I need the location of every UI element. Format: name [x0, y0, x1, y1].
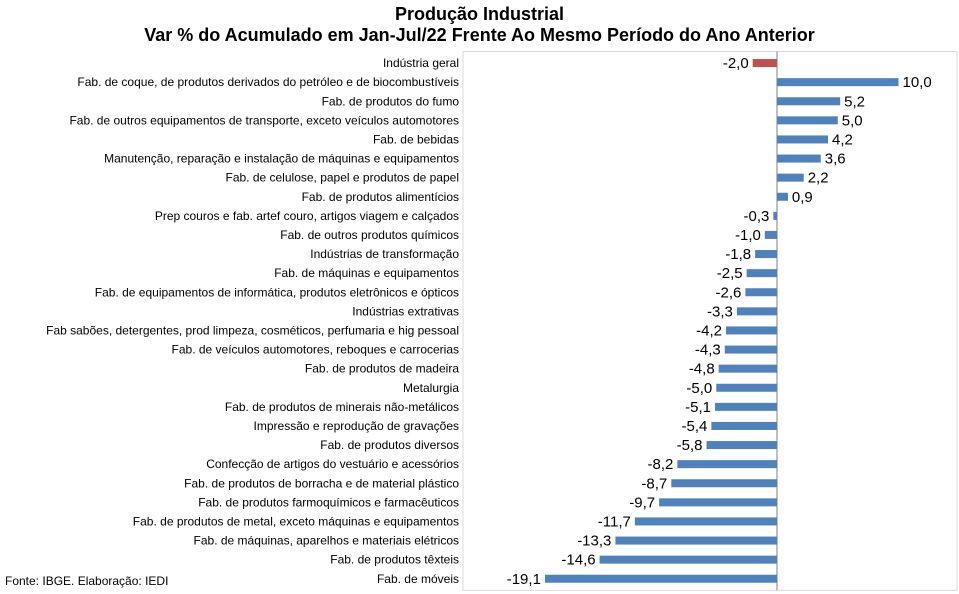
category-label: Fab sabões, detergentes, prod limpeza, c…	[46, 323, 459, 337]
category-label: Fab. de produtos alimentícios	[302, 190, 459, 204]
data-label: -3,3	[707, 303, 733, 320]
category-label: Fab. de bebidas	[373, 132, 459, 146]
data-label: 0,9	[792, 189, 813, 206]
category-label: Fab. de móveis	[377, 572, 459, 586]
category-label: Fab. de outros produtos químicos	[280, 228, 459, 242]
bar	[718, 364, 777, 373]
data-label: -19,1	[507, 571, 541, 588]
data-label: -9,7	[629, 494, 655, 511]
bar	[755, 250, 777, 259]
category-label: Fab. de produtos farmoquímicos e farmacê…	[198, 495, 459, 509]
bar	[725, 326, 777, 335]
data-label: -8,7	[641, 475, 667, 492]
data-label: -2,0	[723, 55, 749, 72]
category-label: Indústria geral	[383, 56, 459, 70]
bar	[777, 78, 899, 87]
data-label: -14,6	[561, 552, 595, 569]
chart-subtitle: Var % do Acumulado em Jan-Jul/22 Frente …	[144, 25, 815, 45]
bar	[711, 421, 777, 430]
data-label: -5,0	[686, 380, 712, 397]
category-label: Prep couros e fab. artef couro, artigos …	[155, 209, 459, 223]
bar	[777, 192, 788, 201]
data-label: -2,6	[716, 284, 742, 301]
bar	[745, 288, 777, 297]
category-label: Fab. de produtos de borracha e de materi…	[184, 476, 459, 490]
category-label: Metalurgia	[403, 381, 459, 395]
category-label: Indústrias extrativas	[352, 304, 459, 318]
bar	[706, 441, 777, 450]
category-label: Fab. de coque, de produtos derivados do …	[77, 75, 459, 89]
bar	[715, 402, 777, 411]
data-label: -0,3	[743, 208, 769, 225]
bar	[773, 211, 777, 220]
data-label: -2,5	[717, 265, 743, 282]
data-label: 5,0	[842, 112, 863, 129]
category-label: Fab. de produtos do fumo	[322, 94, 460, 108]
data-label: 5,2	[844, 93, 865, 110]
data-label: -1,0	[735, 227, 761, 244]
category-label: Fab. de celulose, papel e produtos de pa…	[225, 171, 459, 185]
category-label: Confecção de artigos do vestuário e aces…	[206, 457, 459, 471]
bar	[671, 479, 777, 488]
data-label: 10,0	[903, 74, 932, 91]
bar	[659, 498, 777, 507]
plot-area-border	[462, 51, 958, 591]
category-label: Fab. de produtos de minerais não-metálic…	[225, 400, 459, 414]
data-label: -1,8	[725, 246, 751, 263]
data-label: -4,2	[696, 322, 722, 339]
category-label: Fab. de outros equipamentos de transport…	[69, 113, 459, 127]
category-label: Fab. de veículos automotores, reboques e…	[172, 343, 459, 357]
category-label: Indústrias de transformação	[310, 247, 459, 261]
bar	[615, 536, 777, 545]
bar	[724, 345, 777, 354]
bar	[736, 307, 777, 316]
category-label: Impressão e reprodução de gravações	[254, 419, 459, 433]
bar	[677, 460, 777, 469]
data-label: 4,2	[832, 131, 853, 148]
chart-title: Produção Industrial	[394, 4, 565, 24]
data-label: -11,7	[598, 513, 631, 530]
data-label: -4,8	[689, 361, 715, 378]
bar	[634, 517, 777, 526]
bar	[777, 135, 829, 144]
bar	[777, 97, 841, 106]
bar	[716, 383, 777, 392]
category-label: Fab. de equipamentos de informática, pro…	[95, 285, 459, 299]
data-label: -13,3	[577, 533, 611, 550]
category-label: Fab. de produtos de metal, exceto máquin…	[133, 514, 459, 528]
bar	[599, 555, 777, 564]
bar	[777, 154, 821, 163]
data-label: -5,8	[677, 437, 703, 454]
data-label: -8,2	[648, 456, 674, 473]
bar	[764, 230, 777, 239]
data-label: -5,4	[682, 418, 708, 435]
category-label: Fab. de máquinas e equipamentos	[274, 266, 459, 280]
bar	[746, 269, 777, 278]
bar	[777, 173, 804, 182]
data-label: 3,6	[825, 151, 846, 168]
bar	[544, 574, 777, 583]
category-label: Fab. de produtos têxteis	[330, 553, 459, 567]
data-label: -5,1	[685, 399, 711, 416]
bar	[777, 116, 838, 125]
data-label: -4,3	[695, 342, 721, 359]
bar	[752, 59, 777, 68]
category-label: Fab. de produtos diversos	[320, 438, 459, 452]
source-note: Fonte: IBGE. Elaboração: IEDI	[5, 574, 169, 588]
category-label: Manutenção, reparação e instalação de má…	[104, 152, 459, 166]
category-label: Fab. de máquinas, aparelhos e materiais …	[194, 534, 459, 548]
category-label: Fab. de produtos de madeira	[305, 362, 459, 376]
data-label: 2,2	[808, 170, 829, 187]
